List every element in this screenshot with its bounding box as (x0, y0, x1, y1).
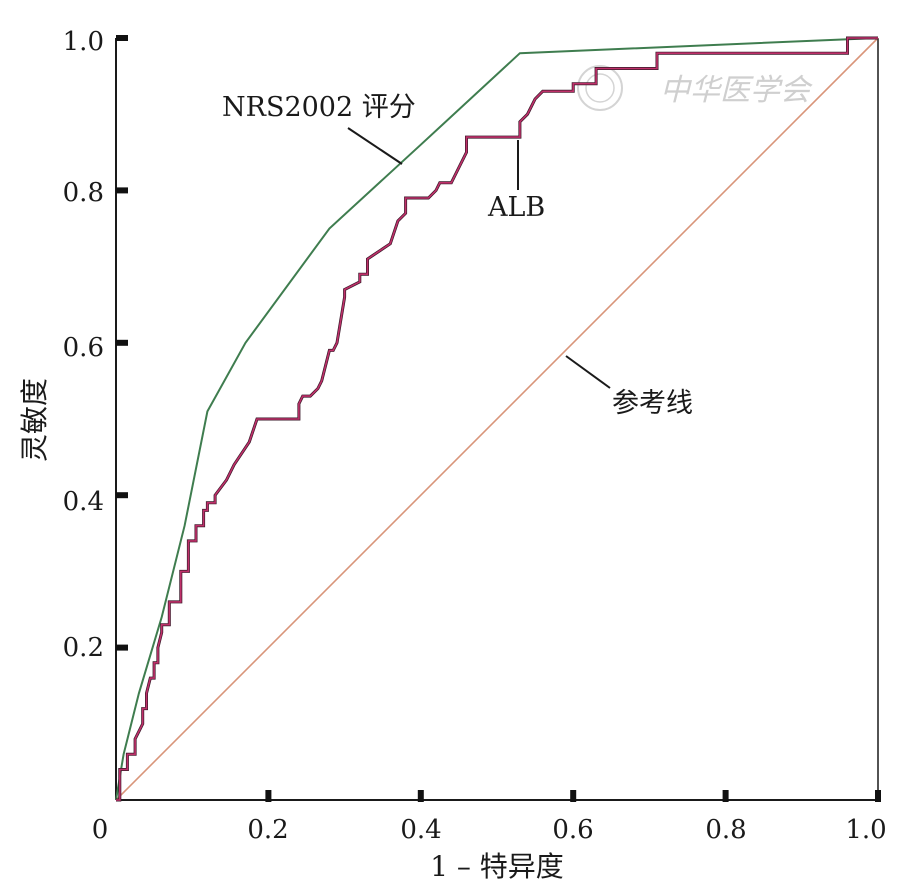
x-tick-mark-1 (417, 790, 424, 802)
y-tick-mark-3 (116, 187, 128, 194)
series-nrs2002-line (115, 37, 879, 801)
x-tick-label-5: 1.0 (845, 815, 886, 845)
series-alb-line (116, 37, 878, 801)
x-tick-mark-0 (265, 790, 272, 802)
nrs2002-annotation: NRS2002 评分 (222, 92, 416, 123)
y-tick-label-0.8: 0.8 (63, 178, 104, 208)
reference-annotation: 参考线 (612, 388, 693, 419)
watermark: 中华医学会 (577, 65, 813, 111)
series-layer (115, 36, 879, 802)
nrs2002-leader-line (347, 127, 403, 165)
x-tick-mark-3 (722, 790, 729, 802)
alb-annotation: ALB (487, 192, 545, 223)
y-tick-label-1.0: 1.0 (63, 27, 104, 57)
y-tick-label-0.2: 0.2 (63, 633, 104, 663)
series-reference-line (115, 37, 879, 801)
watermark-seal-icon (577, 65, 623, 111)
x-axis-title: 1 – 特异度 (430, 850, 564, 883)
y-tick-label-0.4: 0.4 (63, 487, 104, 517)
x-tick-label-4: 0.8 (705, 815, 746, 845)
x-tick-label-3: 0.6 (552, 815, 593, 845)
y-tick-label-0.6: 0.6 (63, 333, 104, 363)
x-tick-label-1: 0.2 (247, 815, 288, 845)
watermark-text: 中华医学会 (660, 73, 813, 108)
y-tick-mark-2 (116, 339, 128, 346)
y-tick-mark-1 (116, 492, 128, 499)
x-tick-label-2: 0.4 (400, 815, 441, 845)
reference-leader-line (565, 355, 611, 389)
y-tick-mark-0 (116, 644, 128, 651)
x-tick-mark-2 (570, 790, 577, 802)
watermark-seal-inner (585, 73, 615, 103)
axis-ticks (116, 35, 881, 802)
x-tick-mark-4 (875, 790, 881, 802)
y-axis-title: 灵敏度 (18, 378, 51, 462)
y-tick-mark-4 (116, 35, 128, 41)
x-tick-label-0: 0 (92, 815, 109, 845)
